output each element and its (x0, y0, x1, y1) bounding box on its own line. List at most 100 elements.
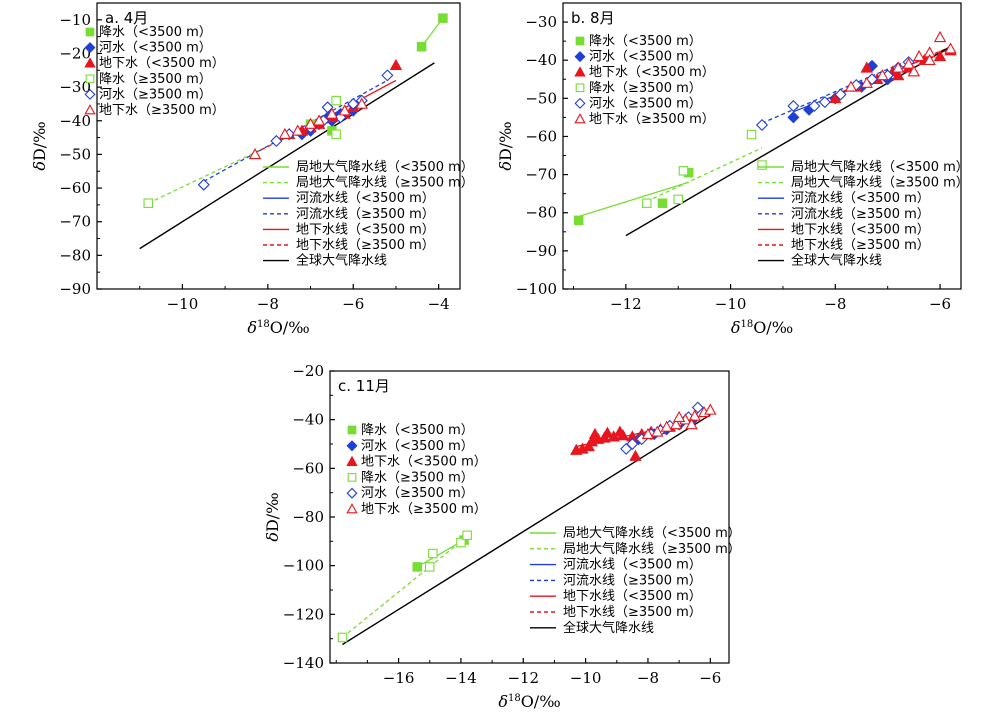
legend-marker-river-high (574, 97, 586, 109)
data-point-ground-high (907, 65, 921, 77)
x-tick-label: −6 (699, 669, 721, 687)
data-point-precip-high (337, 632, 348, 643)
y-tick-label: −30 (525, 13, 557, 31)
x-tick-label: −8 (824, 295, 846, 313)
legend-line-label: 全球大气降水线 (563, 620, 654, 636)
data-point-ground-high (891, 61, 905, 73)
data-point-ground-high (933, 30, 947, 43)
x-tick-label: −6 (342, 295, 364, 313)
legend-line-label: 地下水线（≥3500 m） (791, 238, 930, 253)
legend-line-label: 局地大气降水线（<3500 m） (791, 159, 969, 175)
data-point-ground-high (312, 114, 326, 126)
x-tick-label: −4 (428, 295, 450, 313)
legend-line-label: 地下水线（<3500 m） (791, 222, 930, 237)
y-tick-label: −70 (525, 166, 557, 184)
data-point-ground-high (672, 410, 686, 422)
fit-line-gmwl-low (139, 62, 435, 250)
legend-marker-label: 地下水（≥3500 m） (361, 502, 487, 517)
data-point-river-high (197, 178, 210, 191)
panel-a-april: −10 −8 −6 −4−90−80−70−60−50−40−30−20−10δ18O… (30, 2, 474, 337)
y-tick-label: −40 (525, 51, 557, 69)
plot-frame (96, 2, 461, 290)
legend-line-label: 地下水线（≥3500 m） (563, 605, 702, 620)
data-point-ground-high (304, 117, 317, 129)
data-point-ground-high (325, 107, 339, 119)
legend-marker-label: 降水（<3500 m） (361, 423, 474, 438)
data-point-ground-high (651, 425, 664, 437)
legend-marker-precip-low (575, 36, 585, 46)
data-point-ground-low (860, 61, 873, 73)
legend-line-label: 河流水线（≥3500 m） (296, 207, 435, 222)
legend-marker-precip-high (85, 74, 95, 84)
data-point-precip-high (428, 548, 438, 559)
fit-line-precip-high (646, 147, 763, 202)
y-axis-title: δD/‰ (496, 121, 515, 170)
legend-marker-precip-low (347, 425, 357, 435)
y-tick-label: −60 (525, 127, 557, 145)
y-axis-rest: D/‰ (30, 121, 49, 161)
legend-marker-ground-high (574, 113, 586, 124)
panel-c-november: −16 −14 −12 −10 −8 −6 −140 −120 −100 −80 −60 −40 −20… (263, 362, 741, 711)
legend-marker-label: 河水（<3500 m） (589, 50, 702, 65)
panel-b-august: −12 −10 −8 −6−100−90−80−70−60−50−40−30δ18O/… (496, 2, 969, 337)
legend-marker-river-low (84, 42, 96, 54)
data-point-ground-high (912, 50, 926, 62)
y-tick-label: −60 (292, 459, 324, 477)
x-tick-label: −10 (715, 295, 747, 313)
data-point-river-high (381, 69, 394, 82)
x-tick-label: −6 (929, 295, 951, 313)
x-axis-delta: δ (498, 692, 508, 711)
legend-line-label: 局地大气降水线（≥3500 m） (296, 175, 474, 191)
legend-line-label: 局地大气降水线（≥3500 m） (563, 541, 741, 557)
data-point-ground-high (923, 53, 936, 65)
x-axis-rest: O/‰ (753, 318, 793, 337)
y-tick-label: −20 (292, 362, 324, 380)
data-point-ground-high (660, 420, 673, 432)
data-point-precip-high (143, 198, 153, 208)
x-tick-label: −8 (257, 295, 279, 313)
x-tick-label: −12 (507, 669, 539, 687)
x-tick-label: −16 (383, 669, 415, 687)
x-tick-label: −14 (445, 669, 477, 687)
fit-line-river-high (761, 59, 909, 124)
x-axis-title: δ18O/‰ (731, 318, 793, 337)
y-tick-label: −70 (59, 213, 91, 231)
x-tick-label: −12 (610, 295, 642, 313)
data-point-precip-high (424, 562, 435, 572)
data-point-precip-high (462, 530, 472, 540)
panel-label: a. 4月 (105, 9, 148, 27)
data-point-ground-high (669, 418, 683, 430)
legend-marker-label: 地下水（<3500 m） (99, 56, 225, 71)
x-axis-rest: O/‰ (521, 692, 561, 711)
y-axis-delta: δ (496, 161, 515, 171)
data-point-ground-high (944, 42, 957, 54)
legend-marker-label: 降水（≥3500 m） (361, 470, 474, 485)
legend-line-label: 地下水线（≥3500 m） (296, 238, 435, 253)
legend-marker-ground-high (346, 503, 358, 514)
y-tick-label: −40 (292, 411, 324, 429)
y-tick-label: −80 (525, 204, 557, 222)
legend-marker-ground-low (574, 66, 586, 77)
y-tick-label: −40 (59, 112, 91, 130)
data-point-precip-high (673, 194, 683, 205)
y-tick-label: −100 (283, 557, 324, 575)
data-point-ground-low (601, 426, 614, 438)
plot-frame (562, 2, 962, 290)
legend-marker-label: 地下水（≥3500 m） (589, 112, 715, 127)
legend-line-label: 全球大气降水线 (296, 253, 387, 269)
data-point-ground-low (629, 449, 642, 461)
y-tick-label: −90 (525, 242, 557, 260)
data-point-ground-high (641, 427, 655, 440)
x-axis-superscript: 18 (257, 319, 270, 330)
data-point-river-high (834, 88, 847, 101)
legend-marker-label: 河水（≥3500 m） (361, 486, 474, 501)
fit-line-precip-high (342, 535, 468, 638)
x-axis-superscript: 18 (508, 693, 521, 704)
data-point-ground-high (338, 104, 351, 116)
x-axis-rest: O/‰ (270, 318, 310, 337)
fit-line-precip-low (421, 17, 444, 48)
data-point-precip-low (412, 562, 423, 572)
legend-line-label: 河流水线（<3500 m） (296, 191, 435, 206)
data-point-ground-high (685, 418, 698, 430)
y-tick-label: −50 (525, 89, 557, 107)
